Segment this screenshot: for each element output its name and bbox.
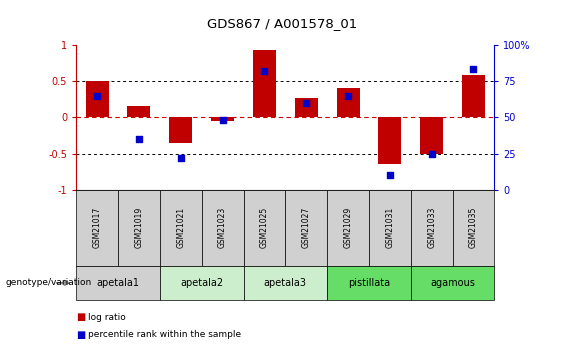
Text: log ratio: log ratio	[88, 313, 125, 322]
Text: GSM21021: GSM21021	[176, 207, 185, 248]
Point	[344, 93, 353, 98]
Bar	[462, 75, 485, 117]
Bar	[295, 98, 318, 117]
Point	[218, 117, 227, 123]
Bar	[379, 117, 401, 165]
Text: genotype/variation: genotype/variation	[6, 278, 92, 287]
Text: GSM21025: GSM21025	[260, 207, 269, 248]
Point	[385, 172, 394, 178]
Text: GSM21019: GSM21019	[134, 207, 144, 248]
Bar	[420, 117, 443, 154]
Text: apetala2: apetala2	[180, 278, 223, 288]
Text: apetala3: apetala3	[264, 278, 307, 288]
Text: pistillata: pistillata	[348, 278, 390, 288]
Bar	[337, 88, 359, 117]
Point	[469, 67, 478, 72]
Text: GSM21017: GSM21017	[93, 207, 102, 248]
Point	[302, 100, 311, 106]
Text: apetala1: apetala1	[97, 278, 140, 288]
Bar	[128, 106, 150, 117]
Text: ■: ■	[76, 330, 85, 339]
Bar	[211, 117, 234, 121]
Point	[260, 68, 269, 74]
Text: GSM21027: GSM21027	[302, 207, 311, 248]
Text: ■: ■	[76, 313, 85, 322]
Text: GSM21031: GSM21031	[385, 207, 394, 248]
Point	[93, 93, 102, 98]
Point	[427, 151, 436, 156]
Point	[134, 136, 144, 142]
Bar	[86, 81, 108, 117]
Point	[176, 155, 185, 161]
Text: GSM21029: GSM21029	[344, 207, 353, 248]
Text: GSM21035: GSM21035	[469, 207, 478, 248]
Bar	[253, 50, 276, 117]
Text: GSM21023: GSM21023	[218, 207, 227, 248]
Text: agamous: agamous	[430, 278, 475, 288]
Text: GSM21033: GSM21033	[427, 207, 436, 248]
Text: GDS867 / A001578_01: GDS867 / A001578_01	[207, 17, 358, 30]
Bar	[170, 117, 192, 143]
Text: percentile rank within the sample: percentile rank within the sample	[88, 330, 241, 339]
